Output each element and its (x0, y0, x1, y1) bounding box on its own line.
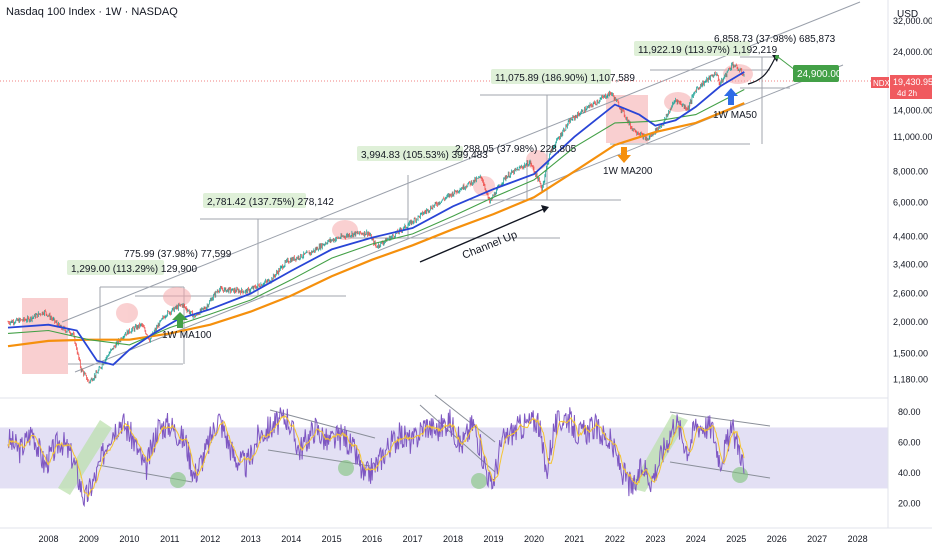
ma100-line (7, 89, 745, 346)
year-tick-label: 2015 (322, 534, 342, 544)
year-tick-label: 2010 (119, 534, 139, 544)
ndx-symbol: NDX (873, 79, 891, 88)
rsi-lines (7, 407, 745, 508)
measure-label: 1,299.00 (113.29%) 129,900 (71, 264, 197, 275)
currency-label: USD (897, 9, 918, 20)
rsi-trendline (434, 394, 496, 443)
year-tick-label: 2008 (38, 534, 58, 544)
target-badge (793, 65, 839, 82)
rsi-oversold-highlights (170, 460, 748, 489)
channel-up-arrow (419, 207, 547, 263)
measure-label-bg (357, 146, 463, 161)
ma200-label: 1W MA200 (603, 166, 653, 177)
price-tick-label: 3,400.00 (893, 259, 928, 269)
rsi-highlight-circle (170, 472, 186, 488)
year-tick-label: 2025 (726, 534, 746, 544)
ma200-line (7, 102, 745, 348)
price-tick-label: 2,600.00 (893, 288, 928, 298)
price-candles (7, 61, 745, 384)
measure-label: 775.99 (37.98%) 77,599 (124, 249, 232, 260)
year-tick-label: 2021 (564, 534, 584, 544)
ma200-path (7, 102, 745, 348)
price-tick-label: 8,000.00 (893, 166, 928, 176)
channel-up-arrowhead (541, 205, 549, 213)
target-badge-label: 24,900.00 (797, 69, 842, 80)
price-tick-label: 2,000.00 (893, 317, 928, 327)
year-tick-label: 2014 (281, 534, 301, 544)
projection-arrow (747, 57, 776, 85)
measure-label: 2,288.05 (37.98%) 228,805 (455, 144, 577, 155)
ma200-marker-arrow (617, 147, 631, 163)
chart-title: Nasdaq 100 Index · 1W · NASDAQ (6, 6, 178, 18)
measure-label-bg (491, 69, 611, 84)
measure-label: 6,858.73 (37.98%) 685,873 (714, 34, 836, 45)
year-tick-label: 2013 (241, 534, 261, 544)
ndx-symbol-badge (871, 77, 889, 88)
rsi-tick-label: 60.00 (898, 438, 921, 448)
measure-label-bg (67, 260, 164, 275)
year-tick-label: 2026 (767, 534, 787, 544)
year-tick-label: 2022 (605, 534, 625, 544)
price-tick-label: 1,500.00 (893, 348, 928, 358)
measure-reference-lines (0, 56, 888, 365)
last-price-badge (890, 75, 932, 99)
measure-label-bg (203, 193, 306, 208)
year-tick-label: 2018 (443, 534, 463, 544)
rsi-highlight-circle (338, 460, 354, 476)
ma50-path (7, 71, 745, 366)
rsi-trendline (669, 411, 771, 427)
year-tick-label: 2016 (362, 534, 382, 544)
measure-label: 2,781.42 (137.75%) 278,142 (207, 197, 334, 208)
rsi-tick-label: 20.00 (898, 499, 921, 509)
measure-labels: 1,299.00 (113.29%) 129,900 775.99 (37.98… (67, 34, 836, 275)
ma100-path (7, 89, 745, 346)
price-tick-label: 32,000.00 (893, 16, 932, 26)
rsi-uptrend-band-2009 (58, 420, 112, 495)
ma50-line (7, 71, 745, 366)
price-tick-label: 4,400.00 (893, 231, 928, 241)
rsi-trendline (669, 461, 771, 479)
price-tick-label: 24,000.00 (893, 47, 932, 57)
year-tick-label: 2012 (200, 534, 220, 544)
measure-label-bg (634, 41, 750, 56)
highlight-ellipse (116, 303, 138, 323)
price-tick-label: 11,000.00 (893, 132, 932, 142)
ma100-label: 1W MA100 (162, 330, 212, 341)
rsi-highlight-circle (471, 473, 487, 489)
year-tick-label: 2028 (848, 534, 868, 544)
rsi-ma-path (7, 414, 745, 498)
rsi-trendline (267, 449, 371, 467)
highlight-ellipse (163, 287, 191, 307)
year-tick-label: 2027 (807, 534, 827, 544)
rsi-tick-label: 80.00 (898, 407, 921, 417)
year-tick-label: 2009 (79, 534, 99, 544)
measure-label: 11,075.89 (186.90%) 1,107,589 (495, 73, 635, 84)
price-axis[interactable]: 1,180.00 1,500.00 2,000.00 2,600.00 3,400.00… (893, 16, 932, 385)
time-axis[interactable]: 2008 2009 2010 2011 2012 2013 2014 2015 2016 2017… (38, 534, 867, 544)
ma50-label: 1W MA50 (713, 110, 757, 121)
year-tick-label: 2020 (524, 534, 544, 544)
year-tick-label: 2019 (483, 534, 503, 544)
rsi-tick-label: 40.00 (898, 468, 921, 478)
bar-countdown: 4d 2h (897, 89, 917, 98)
price-tick-label: 14,000.00 (893, 106, 932, 116)
year-tick-label: 2023 (645, 534, 665, 544)
measure-label: 3,994.83 (105.53%) 399,483 (361, 150, 488, 161)
rsi-path (7, 407, 745, 508)
rsi-highlight-circle (732, 467, 748, 483)
ma100-marker-arrow (172, 312, 188, 328)
year-tick-label: 2011 (160, 534, 179, 544)
price-tick-label: 6,000.00 (893, 198, 928, 208)
year-tick-label: 2024 (686, 534, 706, 544)
last-price: 19,430.95 (893, 77, 932, 87)
target-point (775, 55, 779, 59)
year-tick-label: 2017 (403, 534, 423, 544)
rsi-axis[interactable]: 20.00 40.00 60.00 80.00 (898, 407, 921, 509)
target-leader-line (777, 56, 796, 71)
price-tick-label: 1,180.00 (893, 374, 928, 384)
measure-label: 11,922.19 (113.97%) 1,192,219 (638, 45, 778, 56)
ma50-marker-arrow (724, 88, 738, 105)
